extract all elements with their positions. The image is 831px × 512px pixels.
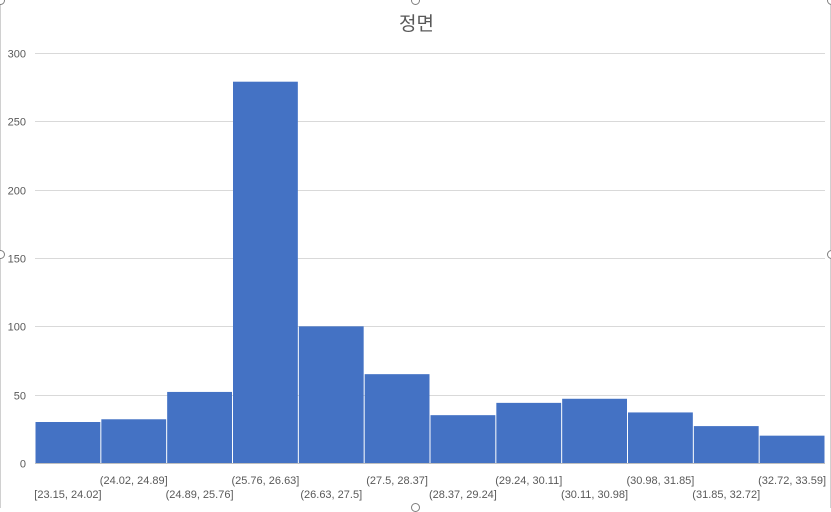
y-tick-label: 300	[8, 49, 26, 61]
histogram-bar[interactable]	[628, 412, 693, 463]
y-tick-label: 200	[8, 186, 26, 198]
histogram-bar[interactable]	[430, 415, 496, 463]
y-tick-label: 50	[14, 391, 26, 403]
x-tick-label: (24.89, 25.76]	[166, 489, 234, 501]
x-tick-label: (28.37, 29.24]	[429, 489, 497, 501]
x-tick-label: (26.63, 27.5]	[300, 489, 362, 501]
y-tick-label: 100	[8, 322, 26, 334]
y-tick-label: 250	[8, 117, 26, 129]
y-tick-label: 150	[8, 254, 26, 266]
histogram-bar[interactable]	[562, 398, 627, 463]
histogram-bar[interactable]	[496, 402, 562, 463]
histogram-bar[interactable]	[167, 391, 232, 463]
resize-handle-middle-left[interactable]	[0, 250, 5, 259]
histogram-bar[interactable]	[759, 435, 825, 463]
x-tick-label: (29.24, 30.11]	[495, 475, 562, 487]
histogram-bar[interactable]	[101, 419, 167, 463]
x-tick-label: (32.72, 33.59]	[758, 475, 826, 487]
resize-handle-top-left[interactable]	[0, 0, 5, 5]
x-tick-label: (24.02, 24.89]	[100, 475, 168, 487]
histogram-bar[interactable]	[693, 426, 759, 463]
gridlines	[35, 53, 825, 396]
x-tick-labels: [23.15, 24.02] (24.02, 24.89] (24.89, 25.7…	[34, 475, 826, 501]
x-tick-label: (27.5, 28.37]	[366, 475, 428, 487]
bars	[35, 81, 825, 463]
histogram-bar[interactable]	[364, 374, 430, 463]
x-tick-label: (31.85, 32.72]	[692, 489, 760, 501]
x-tick-label: (30.98, 31.85]	[626, 475, 694, 487]
y-tick-labels: 0 50 100 150 200 250 300	[8, 49, 26, 471]
resize-handle-top-center[interactable]	[411, 0, 420, 5]
histogram-bar[interactable]	[298, 326, 364, 463]
chart-title: 정면	[399, 13, 434, 35]
resize-handle-middle-right[interactable]	[827, 250, 831, 259]
histogram-bar[interactable]	[35, 422, 101, 463]
x-tick-label: (25.76, 26.63]	[231, 475, 299, 487]
y-tick-label: 0	[20, 459, 26, 471]
resize-handle-top-right[interactable]	[827, 0, 831, 5]
histogram-bar[interactable]	[233, 81, 298, 463]
x-tick-label: (30.11, 30.98]	[561, 489, 628, 501]
x-tick-label: [23.15, 24.02]	[34, 489, 101, 501]
